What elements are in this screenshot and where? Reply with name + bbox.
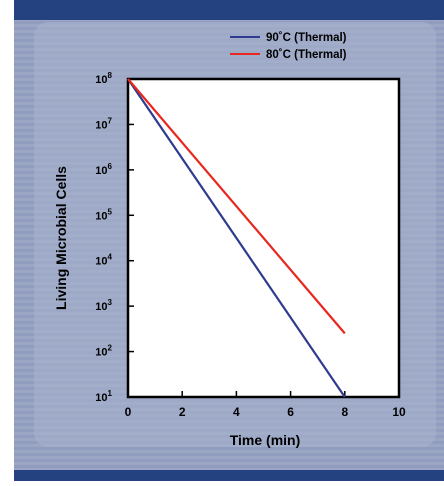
series-line-1 (127, 78, 346, 335)
x-tick-label: 8 (341, 405, 348, 419)
legend-label-80c: 80˚C (Thermal) (266, 49, 347, 61)
legend: 90˚C (Thermal) 80˚C (Thermal) (230, 32, 347, 61)
y-tick-label: 102 (95, 344, 112, 359)
y-tick-label: 103 (95, 298, 112, 313)
series-lines (127, 78, 346, 398)
frame-top-bar (14, 0, 444, 20)
y-tick-label: 108 (95, 71, 112, 86)
y-tick-label: 105 (95, 207, 112, 222)
y-tick-label: 101 (95, 389, 112, 404)
frame-bottom-bar (14, 470, 444, 481)
legend-label-90c: 90˚C (Thermal) (266, 32, 347, 44)
x-tick-label: 4 (233, 405, 240, 419)
x-tick-label: 10 (392, 405, 406, 419)
y-tick-label: 104 (95, 253, 112, 268)
x-tick-label: 6 (287, 405, 294, 419)
x-tick-label: 2 (179, 405, 186, 419)
x-axis-label: Time (min) (230, 432, 301, 448)
series-line-0 (127, 78, 346, 398)
y-axis-label: Living Microbial Cells (53, 166, 69, 310)
x-tick-label: 0 (125, 405, 132, 419)
y-tick-label: 107 (95, 116, 112, 131)
y-axis: 101 102 103 104 105 106 107 108 (95, 71, 134, 404)
y-tick-label: 106 (95, 162, 112, 177)
